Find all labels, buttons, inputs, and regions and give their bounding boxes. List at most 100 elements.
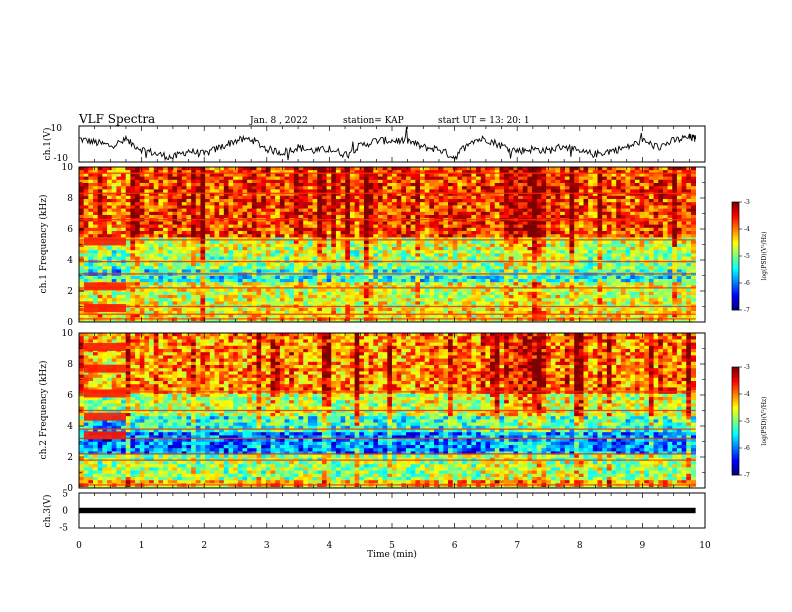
spectrogram-cell: [317, 192, 323, 197]
spectrogram-cell: [424, 279, 430, 283]
spectrogram-cell: [639, 202, 645, 206]
spectrogram-cell: [186, 195, 192, 200]
spectrogram-cell: [289, 186, 295, 190]
spectrogram-cell: [457, 205, 463, 209]
spectrogram-cell: [391, 167, 398, 171]
spectrogram-cell: [144, 224, 150, 229]
spectrogram-cell: [158, 243, 164, 248]
spectrogram-cell: [251, 186, 257, 190]
spectrogram-cell: [396, 221, 402, 225]
spectrogram-cell: [158, 192, 164, 197]
spectrogram-cell: [457, 224, 463, 229]
spectrogram-cell: [606, 243, 612, 248]
spectrogram-cell: [256, 253, 262, 257]
spectrogram-cell: [321, 224, 327, 229]
spectrogram-cell: [149, 263, 155, 267]
spectrogram-cell: [121, 176, 127, 181]
spectrogram-cell: [88, 176, 94, 181]
spectrogram-cell: [256, 179, 262, 184]
spectrogram-cell: [214, 205, 220, 209]
spectrogram-cell: [653, 183, 659, 187]
spectrogram-cell: [191, 279, 197, 283]
spectrogram-cell: [251, 215, 257, 219]
spectrogram-cell: [88, 170, 94, 174]
spectrogram-cell: [163, 240, 169, 245]
spectrogram-cell: [228, 263, 234, 267]
spectrogram-cell: [317, 240, 323, 245]
spectrogram-cell: [307, 202, 313, 206]
spectrogram-cell: [321, 269, 327, 273]
spectrogram-cell: [345, 215, 351, 219]
spectrogram-cell: [536, 227, 542, 232]
spectrogram-cell: [405, 173, 412, 177]
spectrogram-cell: [569, 208, 575, 213]
spectrogram-cell: [116, 199, 122, 203]
spectrogram-cell: [139, 208, 145, 213]
spectrogram-cell: [121, 205, 127, 209]
spectrogram-cell: [658, 221, 664, 225]
spectrogram-cell: [443, 170, 449, 174]
spectrogram-cell: [340, 243, 346, 248]
spectrogram-cell: [634, 240, 640, 245]
spectrogram-cell: [667, 243, 673, 248]
spectrogram-cell: [135, 224, 141, 229]
spectrogram-cell: [592, 240, 598, 245]
spectrogram-cell: [219, 224, 225, 229]
spectrogram-cell: [219, 167, 225, 171]
spectrogram-cell: [205, 279, 211, 283]
spectrogram-cell: [630, 234, 636, 238]
spectrogram-cell: [672, 253, 678, 257]
spectrogram-cell: [611, 205, 617, 209]
spectrogram-cell: [518, 173, 524, 177]
spectrogram-cell: [541, 215, 547, 219]
spectrogram-cell: [298, 202, 304, 206]
spectrogram-cell: [513, 275, 519, 280]
spectrogram-cell: [125, 227, 131, 232]
spectrogram-cell: [83, 256, 89, 261]
spectrogram-cell: [382, 237, 388, 241]
spectrogram-cell: [237, 279, 243, 283]
spectrogram-cell: [606, 253, 612, 257]
spectrogram-cell: [476, 167, 482, 171]
spectrogram-cell: [653, 279, 659, 283]
spectrogram-cell: [634, 243, 640, 248]
spectrogram-cell: [284, 167, 290, 171]
spectrogram-cell: [630, 192, 636, 197]
spectrogram-cell: [405, 247, 412, 251]
spectrogram-cell: [373, 176, 379, 181]
spectrogram-cell: [616, 208, 622, 213]
spectrogram-cell: [583, 208, 589, 213]
spectrogram-cell: [476, 279, 482, 283]
spectrogram-cell: [293, 224, 299, 229]
spectrogram-cell: [592, 186, 598, 190]
spectrogram-cell: [107, 215, 113, 219]
spectrogram-cell: [298, 227, 304, 232]
spectrogram-cell: [462, 227, 468, 232]
spectrogram-cell: [340, 167, 346, 171]
spectrogram-cell: [494, 263, 500, 267]
spectrogram-cell: [368, 275, 374, 280]
spectrogram-cell: [620, 237, 626, 241]
spectrogram-cell: [265, 186, 271, 190]
spectrogram-cell: [303, 240, 309, 245]
spectrogram-cell: [130, 167, 136, 171]
spectrogram-cell: [83, 263, 89, 267]
spectrogram-cell: [672, 247, 678, 251]
spectrogram-cell: [429, 275, 435, 280]
spectrogram-cell: [644, 215, 650, 219]
spectrogram-cell: [401, 199, 407, 203]
spectrogram-cell: [648, 183, 654, 187]
spectrogram-cell: [415, 199, 421, 203]
spectrogram-cell: [387, 186, 393, 190]
spectrogram-cell: [508, 186, 514, 190]
spectrogram-cell: [228, 176, 234, 181]
spectrogram-cell: [242, 202, 248, 206]
spectrogram-cell: [471, 250, 477, 254]
spectrogram-cell: [303, 173, 309, 177]
spectrogram-cell: [410, 256, 416, 261]
spectrogram-cell: [546, 221, 552, 225]
spectrogram-cell: [564, 215, 570, 219]
spectrogram-cell: [335, 253, 341, 257]
spectrogram-cell: [307, 221, 313, 225]
spectrogram-cell: [111, 167, 117, 171]
